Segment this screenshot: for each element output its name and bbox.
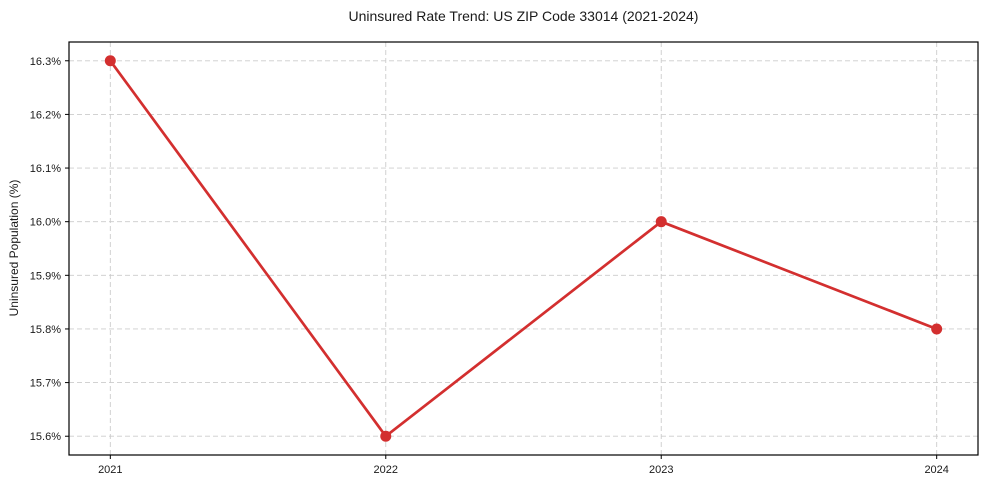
y-tick-label: 16.2%: [30, 109, 61, 121]
y-tick-label: 15.8%: [30, 324, 61, 336]
x-tick-label: 2022: [374, 464, 398, 476]
y-tick-label: 15.9%: [30, 270, 61, 282]
y-tick-label: 15.7%: [30, 378, 61, 390]
data-point-2024: [931, 323, 943, 335]
x-tick-label: 2024: [924, 464, 948, 476]
y-tick-label: 16.1%: [30, 163, 61, 175]
data-point-2023: [655, 216, 667, 228]
y-tick-label: 15.6%: [30, 431, 61, 443]
trend-line: [108, 59, 939, 438]
y-tick-label: 16.3%: [30, 56, 61, 68]
chart-title: Uninsured Rate Trend: US ZIP Code 33014 …: [348, 8, 699, 24]
data-point-2021: [104, 55, 116, 67]
plot-border: [68, 41, 979, 456]
x-tick-label: 2023: [649, 464, 673, 476]
x-tick-label: 2021: [98, 464, 122, 476]
y-tick-label: 16.0%: [30, 217, 61, 229]
data-point-2022: [380, 430, 392, 442]
